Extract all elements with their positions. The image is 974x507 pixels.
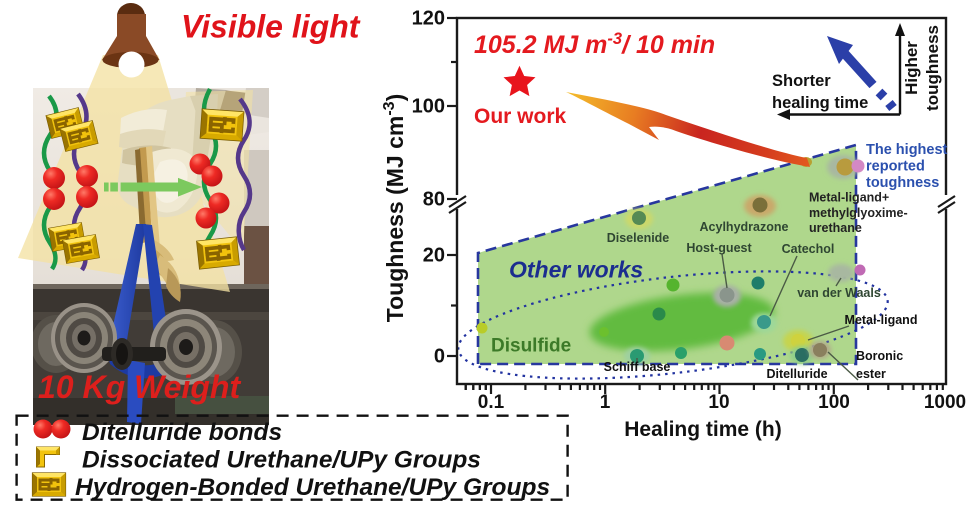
svg-text:Metal-ligand+: Metal-ligand+: [809, 191, 889, 205]
svg-text:100: 100: [412, 95, 445, 117]
svg-text:Our work: Our work: [474, 105, 567, 128]
svg-text:Healing time (h): Healing time (h): [624, 418, 782, 441]
svg-text:urethane: urethane: [809, 221, 862, 235]
svg-text:105.2 MJ m-3/ 10 min: 105.2 MJ m-3/ 10 min: [474, 30, 715, 59]
svg-text:80: 80: [423, 188, 445, 210]
svg-text:Acylhydrazone: Acylhydrazone: [700, 220, 789, 234]
svg-text:Schiff base: Schiff base: [604, 360, 671, 374]
svg-text:Toughness (MJ cm-3): Toughness (MJ cm-3): [381, 94, 408, 323]
svg-text:120: 120: [412, 7, 445, 29]
svg-text:reported: reported: [866, 159, 925, 175]
svg-text:0.1: 0.1: [478, 392, 505, 413]
svg-text:Higher: Higher: [902, 41, 921, 95]
svg-text:Host-guest: Host-guest: [686, 241, 752, 255]
svg-text:Hydrogen-Bonded Urethane/UPy G: Hydrogen-Bonded Urethane/UPy Groups: [75, 474, 550, 501]
svg-text:Metal-ligand: Metal-ligand: [845, 313, 918, 327]
svg-text:Ditelluride bonds: Ditelluride bonds: [82, 419, 282, 446]
svg-text:Disulfide: Disulfide: [491, 336, 571, 357]
svg-text:van der Waals: van der Waals: [797, 286, 881, 300]
svg-text:toughness: toughness: [923, 25, 942, 111]
svg-text:Other works: Other works: [509, 257, 643, 283]
svg-text:Ditelluride: Ditelluride: [766, 367, 827, 381]
svg-text:10: 10: [708, 392, 729, 413]
svg-text:The highest: The highest: [866, 142, 948, 158]
svg-text:10 Kg Weight: 10 Kg Weight: [38, 369, 241, 405]
svg-text:methylglyoxime-: methylglyoxime-: [809, 206, 908, 220]
svg-text:toughness: toughness: [866, 175, 939, 191]
svg-text:0: 0: [434, 345, 445, 367]
svg-text:Shorter: Shorter: [772, 72, 831, 90]
svg-text:Boronic: Boronic: [856, 349, 903, 363]
svg-text:Dissociated Urethane/UPy Group: Dissociated Urethane/UPy Groups: [82, 447, 481, 474]
svg-text:Catechol: Catechol: [782, 242, 835, 256]
svg-text:20: 20: [423, 244, 445, 266]
svg-text:ester: ester: [856, 367, 886, 381]
svg-text:1000: 1000: [924, 392, 966, 413]
svg-text:healing time: healing time: [772, 94, 868, 112]
svg-text:Visible light: Visible light: [181, 9, 361, 45]
svg-text:100: 100: [818, 392, 850, 413]
svg-text:1: 1: [600, 392, 611, 413]
svg-text:Diselenide: Diselenide: [607, 231, 670, 245]
